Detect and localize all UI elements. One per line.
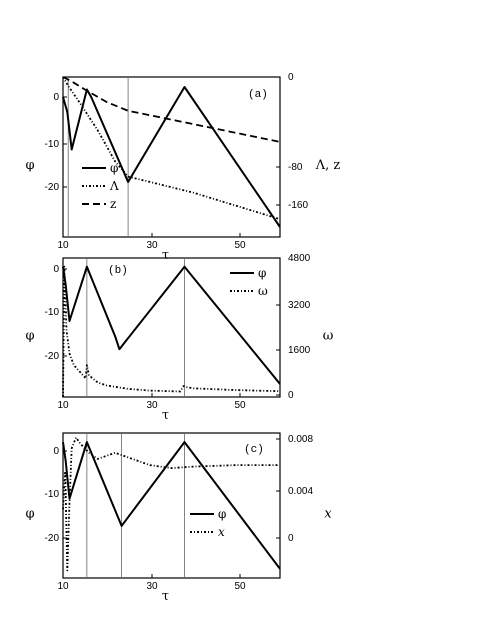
right-tick-label: -80 <box>288 162 303 173</box>
legend-label: x <box>218 525 225 539</box>
plot-frame <box>62 257 281 398</box>
panel-label: (c) <box>244 444 264 456</box>
series-line-Λ <box>62 76 281 221</box>
right-axis-title: ω <box>323 329 334 344</box>
series-line-x <box>62 436 280 572</box>
x-tick-label: 10 <box>57 240 69 251</box>
series-line-φ <box>62 86 281 228</box>
legend-label: φ <box>258 266 266 280</box>
x-tick-label: 30 <box>146 581 158 592</box>
right-axis-title: x <box>324 507 332 522</box>
right-tick-label: -160 <box>288 200 308 211</box>
x-tick-label: 50 <box>234 581 246 592</box>
legend-label: φ <box>218 507 226 521</box>
series-line-φ <box>62 441 281 570</box>
legend: φx <box>190 507 226 539</box>
right-tick-label: 4800 <box>288 253 311 264</box>
left-axis-title: φ <box>25 329 34 344</box>
x-axis-title: τ <box>162 248 169 263</box>
legend: φΛz <box>82 161 119 211</box>
series-line-z <box>62 76 281 143</box>
right-tick-label: 0 <box>288 390 294 401</box>
left-axis-title: φ <box>25 507 34 522</box>
legend-label: ω <box>258 284 268 298</box>
x-tick-label: 50 <box>234 240 246 251</box>
panel-label: (b) <box>108 265 128 277</box>
right-tick-label: 0 <box>288 72 294 83</box>
right-tick-label: 0 <box>288 533 294 544</box>
right-tick-label: 0.004 <box>288 486 313 497</box>
legend-label: Λ <box>109 179 119 193</box>
series-line-φ <box>62 265 281 385</box>
x-tick-label: 10 <box>57 400 69 411</box>
left-tick-label: -20 <box>45 182 60 193</box>
left-tick-label: -10 <box>45 307 60 318</box>
legend-label: z <box>110 197 116 211</box>
series-line-ω <box>62 265 281 398</box>
left-tick-label: 0 <box>53 92 59 103</box>
plot-frame <box>62 76 281 238</box>
x-tick-label: 10 <box>57 581 69 592</box>
left-tick-label: -20 <box>45 533 60 544</box>
left-tick-label: -10 <box>45 489 60 500</box>
x-tick-label: 30 <box>146 240 158 251</box>
right-tick-label: 0.008 <box>288 434 313 445</box>
left-tick-label: -10 <box>45 139 60 150</box>
right-tick-label: 1600 <box>288 345 311 356</box>
right-tick-label: 3200 <box>288 300 311 311</box>
legend-label: φ <box>110 161 118 175</box>
right-axis-title: Λ, z <box>315 158 341 173</box>
x-tick-label: 30 <box>146 400 158 411</box>
x-axis-title: τ <box>162 589 169 604</box>
panel-label: (a) <box>248 89 268 101</box>
left-tick-label: 0 <box>53 446 59 457</box>
x-tick-label: 50 <box>234 400 246 411</box>
left-tick-label: -20 <box>45 351 60 362</box>
left-tick-label: 0 <box>53 264 59 275</box>
left-axis-title: φ <box>25 158 34 173</box>
x-axis-title: τ <box>162 408 169 423</box>
legend: φω <box>230 266 268 298</box>
plot-frame <box>62 432 281 579</box>
